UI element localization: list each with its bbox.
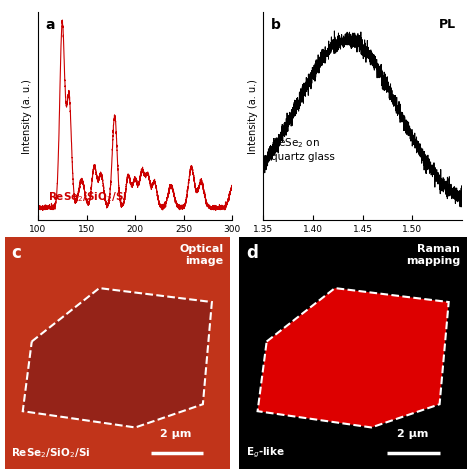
Text: ReSe$_2$ on
quartz glass: ReSe$_2$ on quartz glass xyxy=(271,137,335,162)
X-axis label: Energy (eV): Energy (eV) xyxy=(334,240,392,250)
Text: 2 μm: 2 μm xyxy=(397,429,428,439)
Text: c: c xyxy=(11,244,21,262)
Text: d: d xyxy=(246,244,258,262)
Text: 2 μm: 2 μm xyxy=(160,429,191,439)
Y-axis label: Intensity (a. u.): Intensity (a. u.) xyxy=(247,79,257,154)
Polygon shape xyxy=(257,288,449,428)
Y-axis label: Intensity (a. u.): Intensity (a. u.) xyxy=(22,79,32,154)
Text: PL: PL xyxy=(439,18,456,31)
Text: b: b xyxy=(271,18,281,32)
Text: E$_g$-like: E$_g$-like xyxy=(246,446,285,460)
Text: Optical
image: Optical image xyxy=(179,244,223,265)
Text: ReSe$_2$/SiO$_2$/Si: ReSe$_2$/SiO$_2$/Si xyxy=(11,446,91,460)
Text: a: a xyxy=(46,18,55,32)
Text: ReSe$_2$/SiO$_2$/Si: ReSe$_2$/SiO$_2$/Si xyxy=(47,190,127,204)
Polygon shape xyxy=(23,288,212,428)
Text: Raman
mapping: Raman mapping xyxy=(406,244,460,265)
X-axis label: Raman Shift (cm$^{-1}$): Raman Shift (cm$^{-1}$) xyxy=(87,240,183,255)
